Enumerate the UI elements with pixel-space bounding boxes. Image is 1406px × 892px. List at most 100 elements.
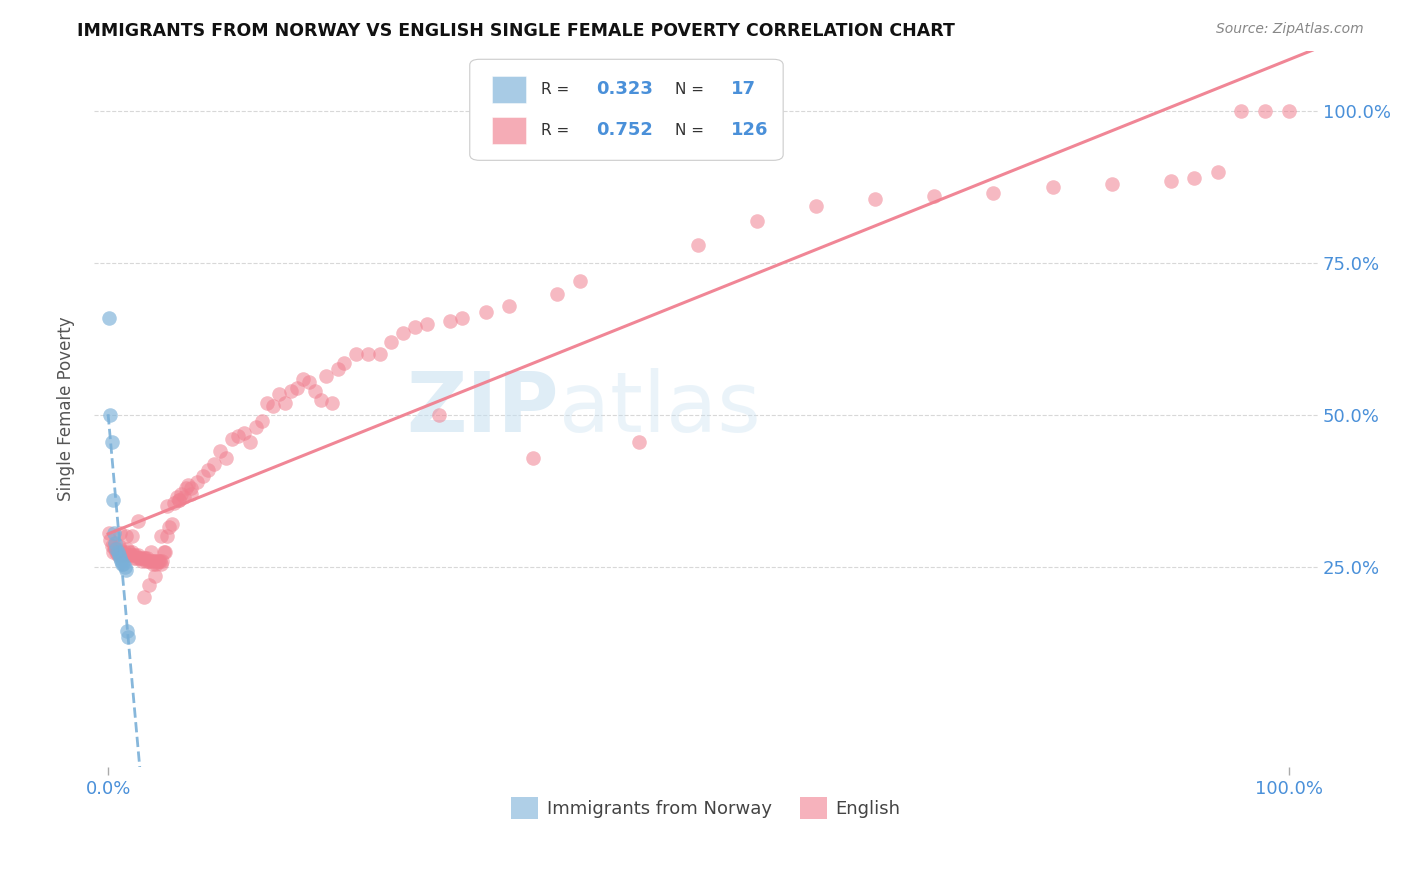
Point	[136, 550, 159, 565]
Point	[107, 539, 129, 553]
Legend: Immigrants from Norway, English: Immigrants from Norway, English	[505, 789, 908, 826]
Point	[285, 381, 308, 395]
Point	[138, 578, 160, 592]
Point	[174, 481, 197, 495]
Point	[256, 396, 278, 410]
FancyBboxPatch shape	[492, 76, 526, 103]
Text: IMMIGRANTS FROM NORWAY VS ENGLISH SINGLE FEMALE POVERTY CORRELATION CHART: IMMIGRANTS FROM NORWAY VS ENGLISH SINGLE…	[77, 22, 955, 40]
Point	[107, 544, 129, 558]
Point	[127, 514, 149, 528]
Point	[112, 548, 135, 562]
Point	[180, 481, 202, 495]
Point	[180, 487, 202, 501]
Point	[107, 548, 129, 562]
Text: R =: R =	[541, 82, 574, 97]
Point	[304, 384, 326, 398]
Point	[309, 392, 332, 407]
Point	[143, 569, 166, 583]
Point	[498, 299, 520, 313]
Point	[114, 544, 136, 558]
Point	[142, 557, 165, 571]
Point	[108, 526, 131, 541]
Point	[392, 326, 415, 340]
Point	[250, 414, 273, 428]
Point	[239, 435, 262, 450]
Point	[274, 396, 297, 410]
Point	[245, 420, 267, 434]
Point	[101, 544, 124, 558]
Point	[135, 554, 157, 568]
Point	[368, 347, 391, 361]
Point	[328, 362, 350, 376]
Point	[209, 444, 232, 458]
Point	[143, 554, 166, 568]
Point	[141, 554, 163, 568]
FancyBboxPatch shape	[492, 117, 526, 144]
Point	[124, 548, 146, 562]
Point	[143, 554, 166, 568]
Y-axis label: Single Female Poverty: Single Female Poverty	[58, 317, 75, 501]
Point	[1101, 178, 1123, 192]
Point	[1206, 165, 1229, 179]
Point	[177, 478, 200, 492]
Point	[747, 213, 769, 227]
Point	[132, 591, 155, 605]
Point	[129, 550, 152, 565]
Point	[321, 396, 343, 410]
Point	[101, 493, 124, 508]
Point	[170, 487, 193, 501]
Point	[112, 557, 135, 571]
Point	[105, 541, 128, 556]
Point	[110, 554, 132, 568]
Point	[110, 548, 132, 562]
Point	[132, 550, 155, 565]
Text: N =: N =	[675, 82, 704, 97]
Point	[115, 541, 138, 556]
Point	[167, 493, 190, 508]
Point	[103, 539, 125, 553]
Point	[108, 541, 131, 556]
Point	[451, 310, 474, 325]
Point	[197, 463, 219, 477]
Point	[186, 475, 208, 489]
Text: R =: R =	[541, 123, 574, 137]
Point	[404, 320, 426, 334]
Point	[280, 384, 302, 398]
Point	[120, 548, 142, 562]
Point	[136, 554, 159, 568]
Text: N =: N =	[675, 123, 704, 137]
Point	[98, 310, 121, 325]
Point	[221, 433, 243, 447]
Point	[262, 399, 284, 413]
Point	[628, 435, 651, 450]
Point	[344, 347, 367, 361]
Point	[226, 429, 249, 443]
Point	[806, 198, 828, 212]
Point	[163, 496, 186, 510]
Point	[111, 557, 134, 571]
Point	[108, 550, 131, 565]
Point	[146, 554, 169, 568]
Point	[152, 554, 174, 568]
Point	[131, 554, 153, 568]
Point	[475, 305, 498, 319]
Point	[127, 548, 149, 562]
Point	[167, 493, 190, 508]
Point	[232, 426, 254, 441]
Point	[160, 517, 183, 532]
Point	[1254, 104, 1277, 119]
Point	[983, 186, 1005, 201]
Point	[173, 490, 195, 504]
Point	[129, 550, 152, 565]
Point	[122, 550, 145, 565]
Point	[118, 544, 141, 558]
Point	[298, 375, 321, 389]
Point	[152, 544, 174, 558]
Point	[111, 544, 134, 558]
Point	[149, 554, 172, 568]
Point	[114, 529, 136, 543]
Point	[105, 544, 128, 558]
Point	[269, 386, 291, 401]
Point	[427, 408, 450, 422]
Point	[1160, 174, 1182, 188]
